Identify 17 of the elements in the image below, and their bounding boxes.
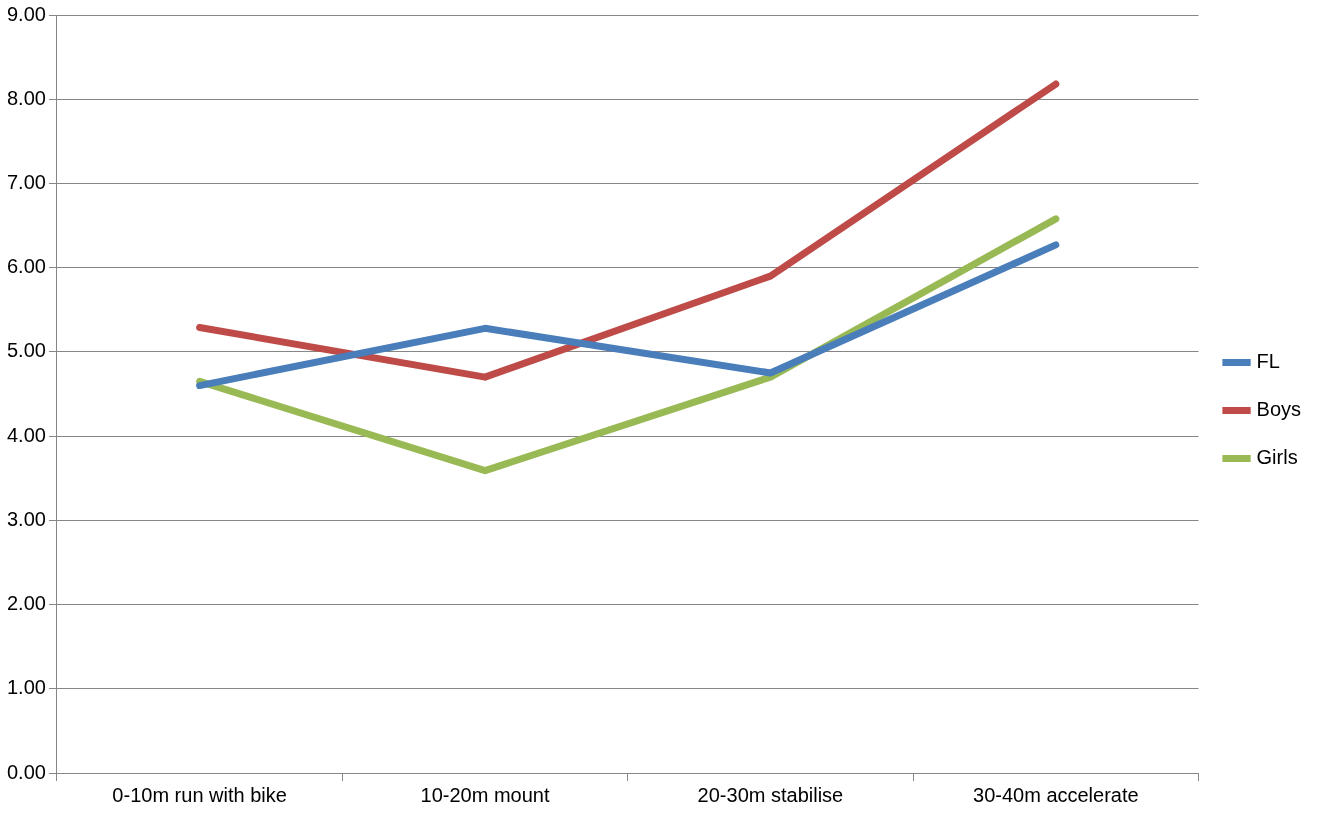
legend-label: Boys bbox=[1256, 398, 1302, 421]
y-tick-label: 2.00 bbox=[6, 592, 46, 615]
y-tick-label: 6.00 bbox=[6, 255, 46, 278]
y-tick-label: 3.00 bbox=[6, 507, 46, 530]
y-tick-label: 0.00 bbox=[6, 760, 46, 783]
y-tick-label: 9.00 bbox=[6, 2, 46, 25]
y-tick-label: 7.00 bbox=[6, 170, 46, 193]
x-tick-label: 20-30m stabilise bbox=[697, 783, 844, 806]
legend-label: Girls bbox=[1256, 446, 1298, 469]
x-tick-label: 10-20m mount bbox=[420, 783, 550, 806]
x-tick-label: 30-40m accelerate bbox=[973, 783, 1139, 806]
legend-label: FL bbox=[1256, 350, 1280, 373]
y-tick-label: 1.00 bbox=[6, 676, 46, 699]
y-tick-label: 5.00 bbox=[6, 339, 46, 362]
y-tick-label: 8.00 bbox=[6, 86, 46, 109]
y-tick-label: 4.00 bbox=[6, 423, 46, 446]
x-tick-label: 0-10m run with bike bbox=[112, 783, 287, 806]
